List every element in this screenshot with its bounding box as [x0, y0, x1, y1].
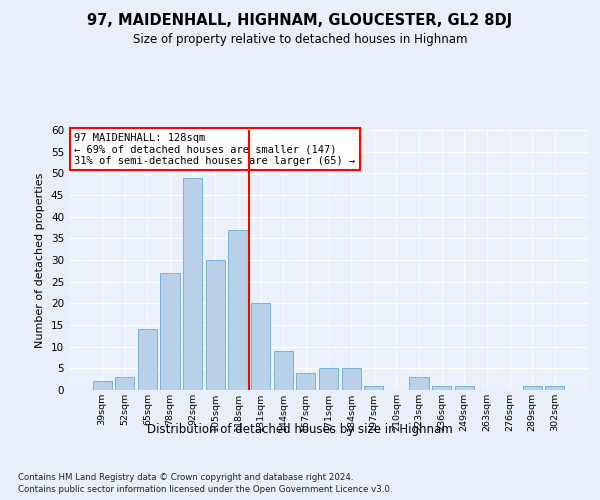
Bar — [545, 386, 565, 390]
Bar — [138, 330, 157, 390]
Bar — [296, 372, 316, 390]
Bar — [206, 260, 225, 390]
Bar — [92, 382, 112, 390]
Text: Size of property relative to detached houses in Highnam: Size of property relative to detached ho… — [133, 32, 467, 46]
Text: Distribution of detached houses by size in Highnam: Distribution of detached houses by size … — [147, 422, 453, 436]
Bar — [251, 304, 270, 390]
Text: 97, MAIDENHALL, HIGHNAM, GLOUCESTER, GL2 8DJ: 97, MAIDENHALL, HIGHNAM, GLOUCESTER, GL2… — [88, 12, 512, 28]
Bar — [229, 230, 248, 390]
Bar — [364, 386, 383, 390]
Text: Contains HM Land Registry data © Crown copyright and database right 2024.: Contains HM Land Registry data © Crown c… — [18, 472, 353, 482]
Bar — [319, 368, 338, 390]
Bar — [274, 351, 293, 390]
Bar — [523, 386, 542, 390]
Bar — [341, 368, 361, 390]
Bar — [409, 377, 428, 390]
Text: Contains public sector information licensed under the Open Government Licence v3: Contains public sector information licen… — [18, 485, 392, 494]
Bar — [183, 178, 202, 390]
Bar — [432, 386, 451, 390]
Bar — [455, 386, 474, 390]
Bar — [160, 273, 180, 390]
Y-axis label: Number of detached properties: Number of detached properties — [35, 172, 46, 348]
Bar — [115, 377, 134, 390]
Text: 97 MAIDENHALL: 128sqm
← 69% of detached houses are smaller (147)
31% of semi-det: 97 MAIDENHALL: 128sqm ← 69% of detached … — [74, 132, 355, 166]
